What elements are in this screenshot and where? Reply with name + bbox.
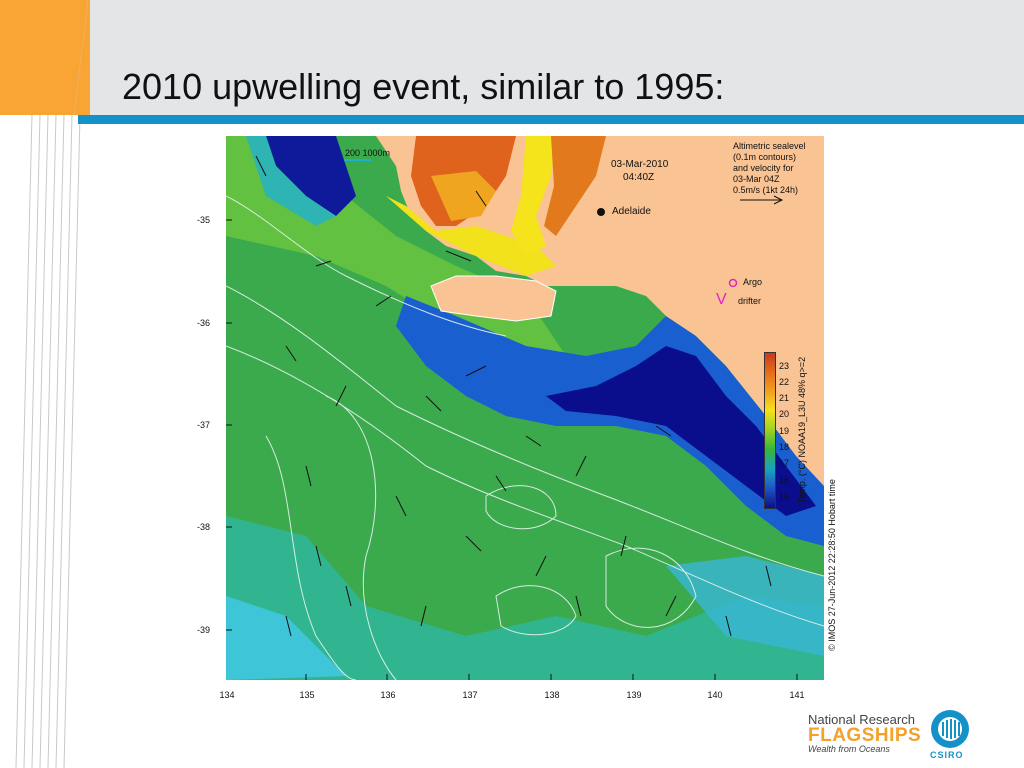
y-tick-label: -37	[197, 420, 211, 430]
y-tick-label: -39	[197, 625, 211, 635]
colorbar-label: 17	[779, 458, 790, 468]
warm-gulf-west-inner	[431, 171, 496, 221]
sst-map-canvas	[226, 136, 824, 680]
x-tick-label: 137	[462, 690, 478, 700]
velocity-legend-title: Altimetric sealevel (0.1m contours) and …	[733, 141, 806, 195]
drifter-symbol: V	[716, 291, 727, 308]
contour-scale-label: 200 1000m	[345, 148, 391, 158]
orange-accent-block	[0, 0, 90, 115]
colorbar-title: Temp. (°C) NOAA19_L3U 48% q>=2	[797, 356, 807, 504]
land-mainland	[376, 136, 824, 486]
x-tick-label: 134	[219, 690, 235, 700]
x-tick-label: 141	[789, 690, 805, 700]
x-tick-label: 138	[544, 690, 560, 700]
x-tick-label: 135	[299, 690, 315, 700]
map-time: 04:40Z	[623, 172, 655, 183]
colorbar-label: 22	[779, 377, 790, 387]
flagships-line3: Wealth from Oceans	[808, 744, 890, 754]
argo-label: Argo	[743, 277, 763, 287]
flagships-line2: FLAGSHIPS	[808, 725, 922, 746]
y-tick-label: -36	[197, 318, 211, 328]
drifter-label: drifter	[738, 296, 762, 306]
header-band	[0, 0, 1024, 115]
x-tick-label: 136	[380, 690, 396, 700]
colorbar-label: 15	[779, 492, 790, 502]
spencer-gulf	[511, 136, 556, 256]
colorbar-label: 20	[779, 409, 790, 419]
decorative-lines	[15, 0, 89, 768]
cyan-edge-nw	[246, 136, 336, 226]
blue-rule	[78, 115, 1024, 124]
upwelling-core	[546, 346, 816, 516]
kangaroo-island	[430, 275, 557, 322]
x-tick-label: 139	[626, 690, 642, 700]
colorbar-label: 23	[779, 361, 790, 371]
cold-patch-nw	[266, 136, 356, 216]
cool-water-south	[226, 516, 824, 680]
yorke-peninsula-warm	[544, 136, 606, 236]
y-tick-label: -35	[197, 215, 211, 225]
adelaide-marker	[597, 208, 605, 216]
sst-map	[226, 136, 824, 680]
colorbar-label: 19	[779, 426, 790, 436]
colorbar-label: 18	[779, 442, 790, 452]
argo-marker	[728, 278, 738, 288]
cool-patch-sw	[226, 596, 346, 680]
slide-title: 2010 upwelling event, similar to 1995:	[122, 66, 725, 107]
adelaide-label: Adelaide	[612, 206, 651, 217]
csiro-logo-icon	[931, 710, 969, 748]
sealevel-contours	[226, 195, 824, 680]
temperature-colorbar	[764, 352, 776, 509]
flagships-line1: National Research	[808, 712, 915, 727]
gulf-warm-yellow	[386, 196, 556, 276]
map-date: 03-Mar-2010	[611, 159, 669, 170]
y-tick-label: -38	[197, 522, 211, 532]
copyright-stamp: © IMOS 27-Jun-2012 22:28:50 Hobart time	[827, 479, 837, 651]
velocity-arrows	[255, 155, 772, 637]
colorbar-label: 16	[779, 475, 790, 485]
upwelling-outer	[396, 296, 824, 546]
x-tick-label: 140	[707, 690, 723, 700]
colorbar-label: 21	[779, 393, 790, 403]
axis-ticks	[226, 219, 798, 680]
flagships-logo: National Research FLAGSHIPS Wealth from …	[808, 713, 921, 754]
csiro-wordmark: CSIRO	[930, 750, 964, 760]
